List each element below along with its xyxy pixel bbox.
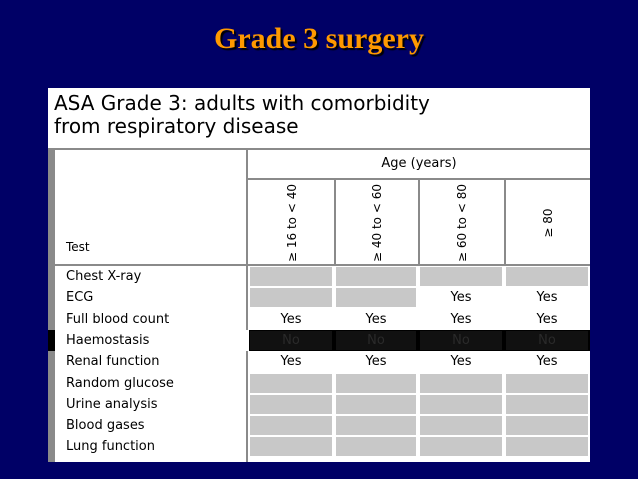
table-heading: ASA Grade 3: adults with comorbidity fro… bbox=[54, 92, 430, 138]
table-cell bbox=[420, 437, 502, 457]
table-cell: Yes bbox=[280, 311, 302, 327]
table-row: Full blood count Yes Yes Yes Yes bbox=[48, 309, 590, 330]
table-cell: No bbox=[506, 330, 588, 350]
column-header-1: ≥ 16 to < 40 bbox=[285, 184, 299, 262]
table-cell: Yes bbox=[536, 290, 558, 306]
table-cell bbox=[506, 416, 588, 436]
table-cell: No bbox=[420, 330, 502, 350]
column-divider-1 bbox=[334, 178, 336, 266]
table-cell bbox=[336, 267, 416, 286]
row-test-name: ECG bbox=[66, 290, 94, 306]
table-cell bbox=[250, 416, 332, 436]
table-cell: Yes bbox=[536, 354, 558, 370]
column-divider-0 bbox=[246, 148, 248, 462]
table-left-border bbox=[48, 148, 55, 462]
column-header-2: ≥ 40 to < 60 bbox=[370, 184, 384, 262]
column-header-4: ≥ 80 bbox=[541, 208, 555, 238]
table-row: Urine analysis bbox=[48, 394, 590, 415]
row-test-name: Haemostasis bbox=[55, 329, 249, 351]
table-cell bbox=[336, 288, 416, 308]
table-cell: Yes bbox=[280, 354, 302, 370]
table-cell bbox=[336, 394, 416, 414]
age-header: Age (years) bbox=[381, 156, 457, 171]
row-test-name: Blood gases bbox=[66, 418, 145, 434]
table-cell bbox=[506, 373, 588, 393]
table-heading-line-2: from respiratory disease bbox=[54, 114, 299, 138]
table-cell bbox=[420, 394, 502, 414]
table-cell bbox=[420, 416, 502, 436]
table-cell bbox=[506, 267, 588, 286]
table-cell: Yes bbox=[450, 311, 472, 327]
table-heading-line-1: ASA Grade 3: adults with comorbidity bbox=[54, 91, 430, 115]
table-row: ECG Yes Yes bbox=[48, 287, 590, 308]
header-bottom-border bbox=[48, 264, 590, 266]
table-cell bbox=[506, 437, 588, 457]
table-row: Renal function Yes Yes Yes Yes bbox=[48, 351, 590, 372]
table-row: Haemostasis No No No No bbox=[48, 329, 590, 351]
table-cell bbox=[250, 267, 332, 286]
row-test-name: Random glucose bbox=[66, 375, 174, 391]
table-top-border bbox=[48, 148, 590, 150]
table-cell bbox=[250, 373, 332, 393]
table-cell bbox=[250, 288, 332, 308]
table-cell: Yes bbox=[365, 354, 387, 370]
row-test-name: Lung function bbox=[66, 439, 155, 455]
table-cell: Yes bbox=[450, 354, 472, 370]
test-column-header: Test bbox=[66, 240, 90, 254]
column-divider-3 bbox=[504, 178, 506, 266]
table-cell: Yes bbox=[365, 311, 387, 327]
table-cell: Yes bbox=[536, 311, 558, 327]
table-cell: No bbox=[336, 330, 416, 350]
table-cell bbox=[420, 373, 502, 393]
table-cell bbox=[506, 394, 588, 414]
table-row: Random glucose bbox=[48, 373, 590, 394]
row-test-name: Chest X-ray bbox=[66, 269, 142, 284]
row-test-name: Full blood count bbox=[66, 311, 170, 327]
table-cell bbox=[336, 416, 416, 436]
table-row: Blood gases bbox=[48, 415, 590, 436]
row-test-name: Renal function bbox=[66, 354, 160, 370]
table-row: Chest X-ray bbox=[48, 266, 590, 287]
table-cell bbox=[336, 373, 416, 393]
row-test-name: Urine analysis bbox=[66, 396, 158, 412]
table-panel: ASA Grade 3: adults with comorbidity fro… bbox=[48, 88, 590, 462]
table-cell: No bbox=[250, 330, 332, 350]
table-cell bbox=[336, 437, 416, 457]
column-header-3: ≥ 60 to < 80 bbox=[455, 184, 469, 262]
table-cell: Yes bbox=[450, 290, 472, 306]
table-row: Lung function bbox=[48, 436, 590, 457]
table-cell bbox=[250, 394, 332, 414]
table-cell bbox=[420, 267, 502, 286]
slide-title: Grade 3 surgery bbox=[214, 22, 424, 55]
table-cell bbox=[250, 437, 332, 457]
column-divider-2 bbox=[418, 178, 420, 266]
